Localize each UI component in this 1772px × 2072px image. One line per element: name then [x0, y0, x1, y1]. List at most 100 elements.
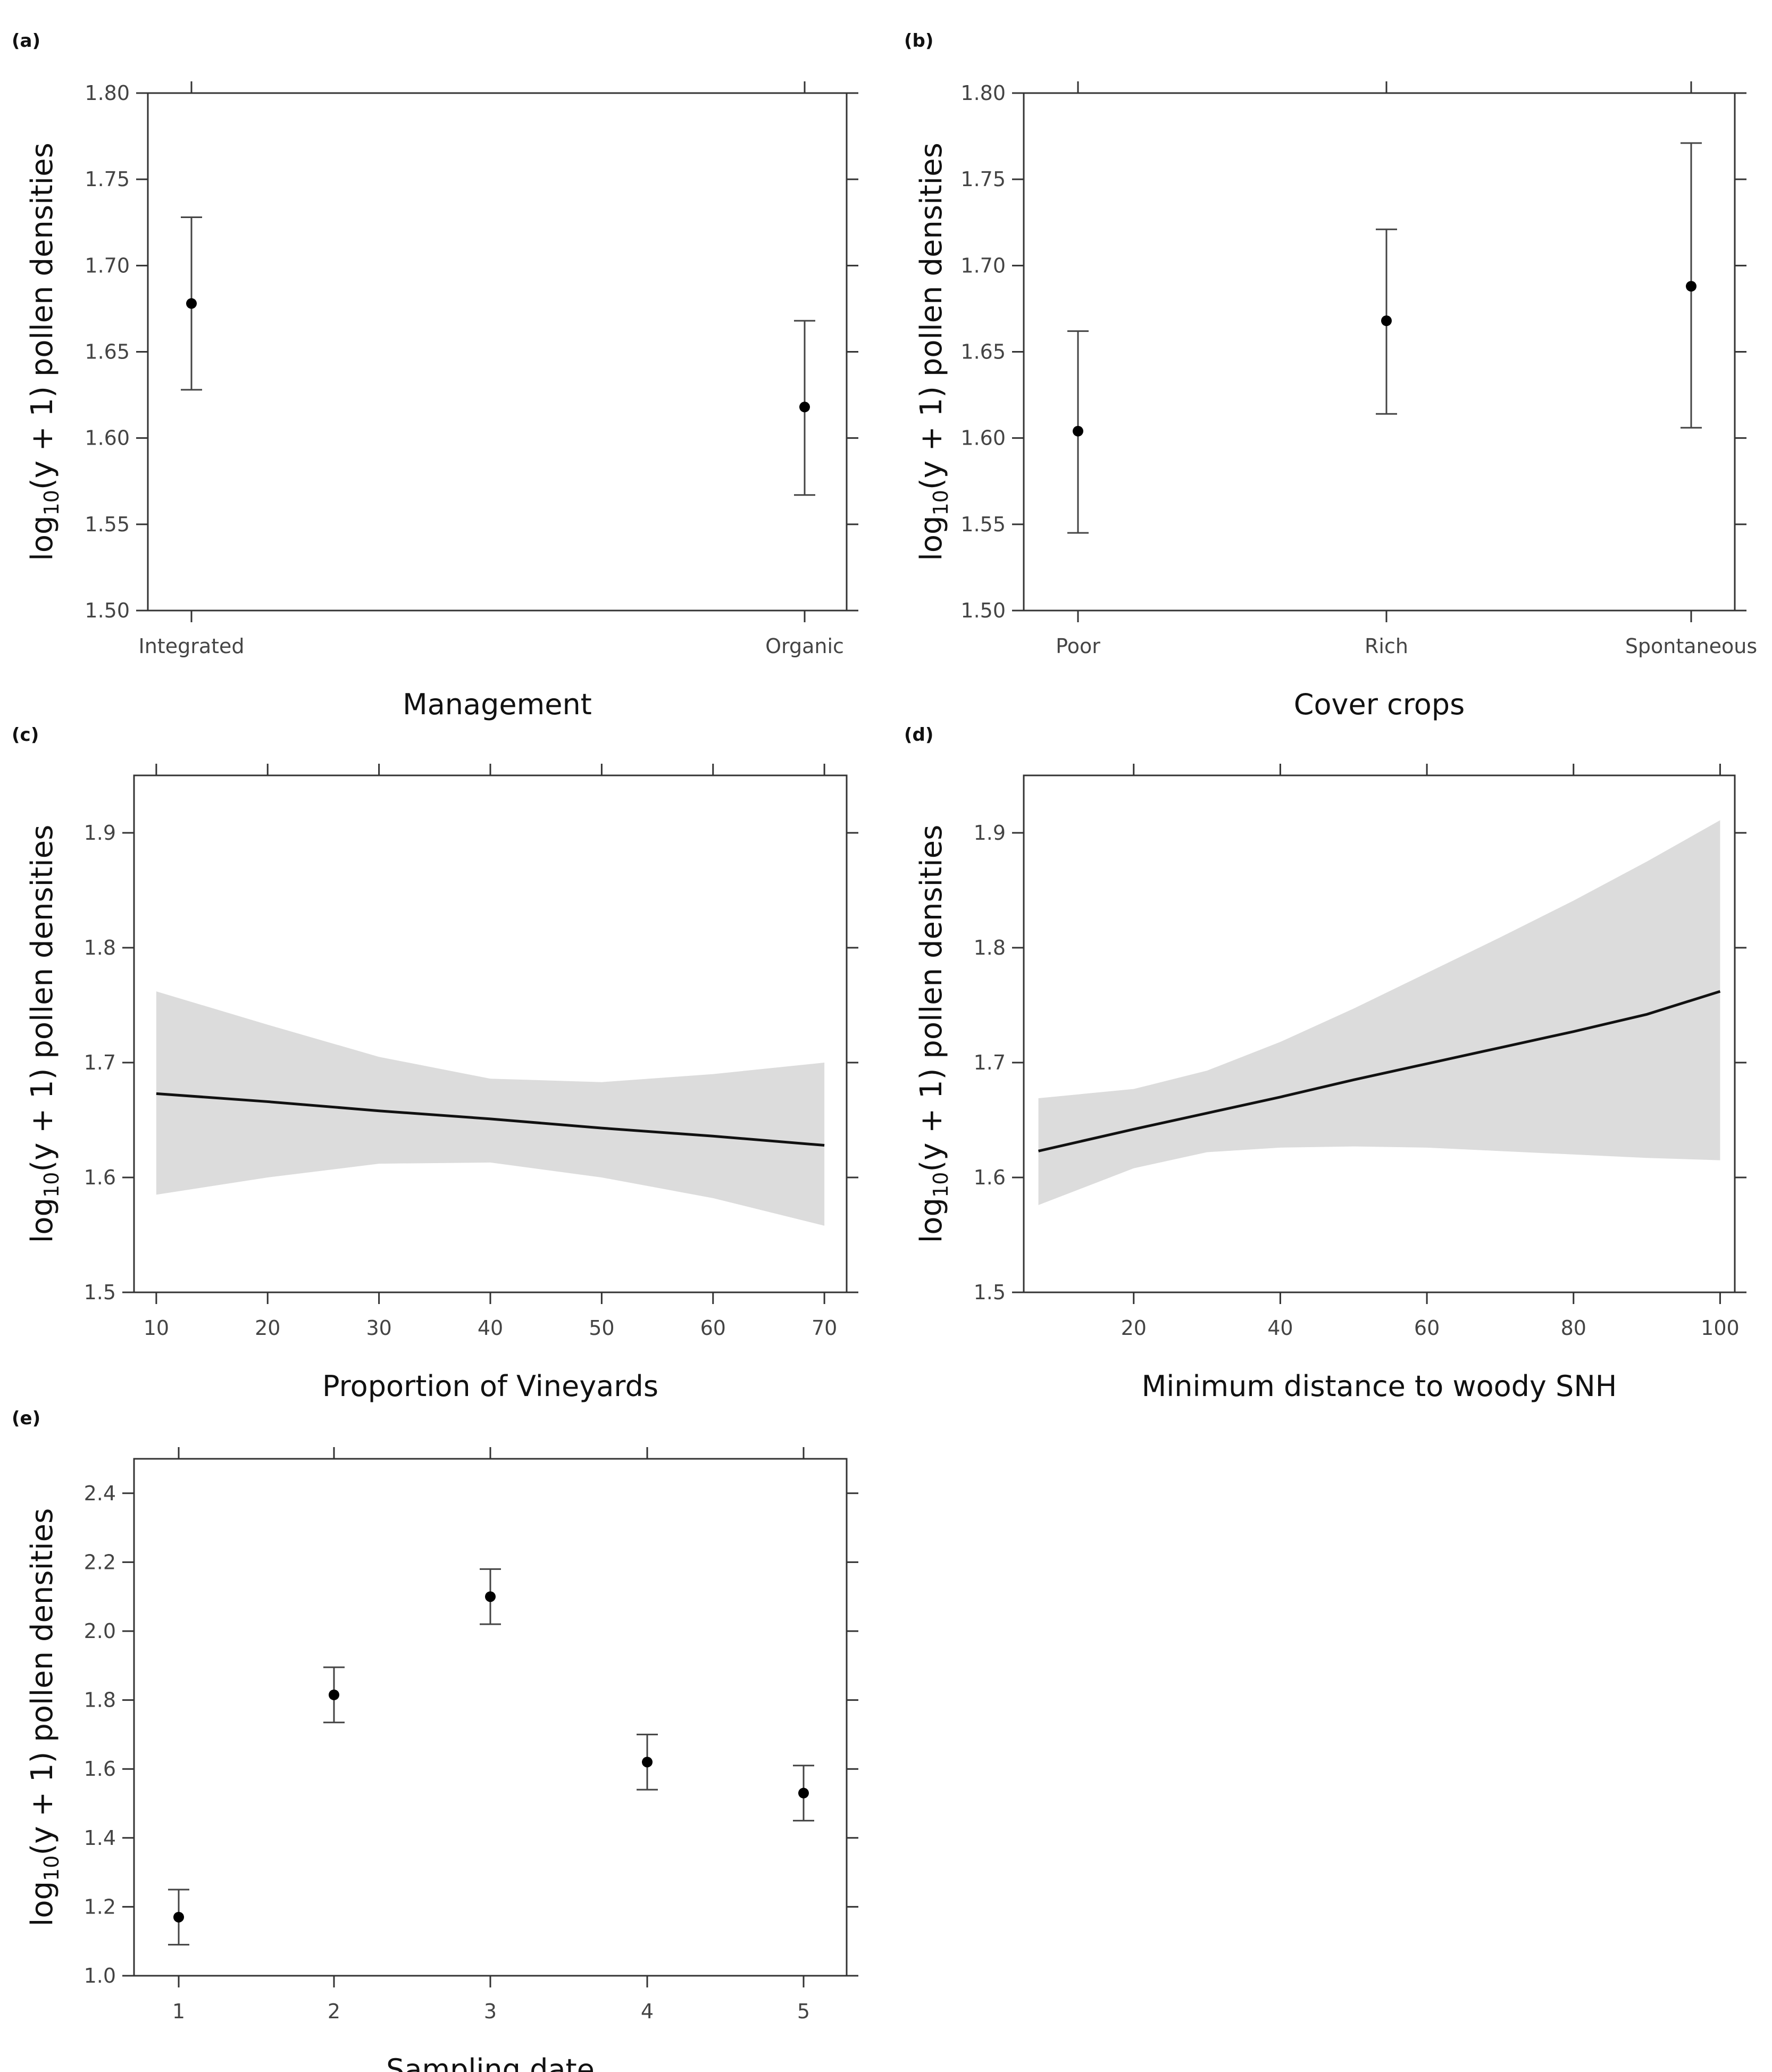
- data-point: [799, 402, 810, 413]
- x-tick-label: 20: [1121, 1316, 1147, 1340]
- y-axis-title: log10(y + 1) pollen densities: [914, 825, 952, 1243]
- y-tick-label: 1.6: [84, 1757, 116, 1781]
- y-axis-title-subscript: 10: [40, 1172, 63, 1198]
- data-point: [1381, 315, 1392, 327]
- y-tick-label: 1.55: [85, 513, 130, 536]
- x-tick-label: 50: [589, 1316, 614, 1340]
- data-point: [642, 1757, 653, 1768]
- panel-label: (d): [904, 724, 933, 746]
- y-tick-label: 1.60: [960, 427, 1006, 450]
- y-tick-label: 1.80: [85, 81, 130, 105]
- x-tick-label: 70: [812, 1316, 837, 1340]
- x-tick-label: 20: [255, 1316, 280, 1340]
- y-tick-label: 1.7: [974, 1051, 1006, 1074]
- y-tick-label: 1.8: [84, 936, 116, 959]
- y-tick-label: 1.70: [960, 254, 1006, 277]
- x-tick-label: Spontaneous: [1625, 634, 1757, 658]
- y-axis-title-text: (y + 1) pollen densities: [25, 1508, 60, 1856]
- plot-frame: [1023, 774, 1736, 1293]
- y-axis-title-subscript: 10: [40, 1856, 63, 1881]
- data-point: [1073, 425, 1083, 437]
- confidence-band: [156, 991, 825, 1226]
- x-axis-title: Cover crops: [1294, 688, 1465, 721]
- panel-b: (b) 1.50 1.55 1.60 1.65 1.70 1.75 1.80 Poor Rich S…: [904, 30, 1757, 721]
- panel-label: (b): [904, 30, 933, 52]
- data-point: [485, 1591, 496, 1602]
- panel-label: (a): [12, 30, 40, 52]
- x-axis-title: Sampling date: [386, 2053, 595, 2072]
- y-tick-label: 1.6: [84, 1166, 116, 1189]
- x-tick-label: 1: [172, 2000, 185, 2023]
- panel-a: (a) 1.50 1.55 1.60 1.65 1.70 1.75 1.80 Integrate…: [12, 30, 858, 721]
- panel-e: (e) 1.0 1.2 1.4 1.6 1.8 2.0 2.2 2.4 1 2 3 4 5 Sampling…: [12, 1408, 858, 2072]
- plot-frame: [1023, 92, 1736, 612]
- y-axis-title-text: (y + 1) pollen densities: [25, 825, 60, 1172]
- y-tick-label: 1.2: [84, 1895, 116, 1918]
- fit-line: [156, 1092, 825, 1147]
- y-axis-title-log: log: [25, 515, 60, 561]
- x-tick-label: 60: [1414, 1316, 1440, 1340]
- x-tick-label: 5: [797, 2000, 810, 2023]
- y-tick-label: 1.4: [84, 1826, 116, 1850]
- x-tick-label: 60: [700, 1316, 726, 1340]
- y-tick-label: 1.50: [960, 599, 1006, 622]
- x-tick-label: 10: [144, 1316, 169, 1340]
- y-tick-label: 1.60: [85, 427, 130, 450]
- plot-frame: [147, 92, 848, 612]
- y-tick-label: 1.80: [960, 81, 1006, 105]
- y-tick-label: 1.70: [85, 254, 130, 277]
- data-point: [186, 298, 197, 309]
- data-point: [1686, 281, 1696, 292]
- x-tick-label: 80: [1561, 1316, 1586, 1340]
- y-axis-title-text: (y + 1) pollen densities: [914, 143, 949, 490]
- y-axis-title-log: log: [914, 1198, 949, 1243]
- y-axis-title-text: (y + 1) pollen densities: [25, 143, 60, 490]
- y-tick-label: 1.8: [84, 1689, 116, 1712]
- panel-d: (d) 1.5 1.6 1.7 1.8 1.9 20 40 60 80 100 Minimum dis…: [904, 724, 1746, 1403]
- y-tick-label: 1.75: [960, 168, 1006, 191]
- x-axis-title: Minimum distance to woody SNH: [1142, 1369, 1617, 1403]
- panel-label: (e): [12, 1408, 40, 1429]
- x-tick-label: Poor: [1056, 634, 1100, 658]
- y-axis-title: log10(y + 1) pollen densities: [25, 825, 63, 1243]
- y-tick-label: 1.65: [960, 340, 1006, 364]
- y-tick-label: 2.0: [84, 1619, 116, 1643]
- x-tick-label: Organic: [765, 634, 844, 658]
- x-tick-label: 2: [328, 2000, 340, 2023]
- confidence-band: [1038, 820, 1720, 1205]
- x-axis-title: Management: [403, 688, 592, 721]
- y-tick-label: 2.2: [84, 1550, 116, 1574]
- y-axis-title-subscript: 10: [929, 490, 952, 515]
- y-axis-title-subscript: 10: [40, 490, 63, 515]
- panel-label: (c): [12, 724, 39, 746]
- y-tick-label: 1.75: [85, 168, 130, 191]
- y-tick-label: 1.55: [960, 513, 1006, 536]
- y-tick-label: 1.5: [84, 1281, 116, 1304]
- y-tick-label: 1.50: [85, 599, 130, 622]
- y-axis-title: log10(y + 1) pollen densities: [25, 1508, 63, 1927]
- y-tick-label: 1.65: [85, 340, 130, 364]
- y-axis-title-log: log: [25, 1881, 60, 1926]
- y-axis-title-subscript: 10: [929, 1172, 952, 1198]
- y-tick-label: 1.7: [84, 1051, 116, 1074]
- y-tick-label: 1.9: [84, 821, 116, 845]
- x-axis-title: Proportion of Vineyards: [322, 1369, 658, 1403]
- x-tick-label: 100: [1701, 1316, 1740, 1340]
- x-tick-label: 3: [484, 2000, 497, 2023]
- data-point: [329, 1689, 339, 1700]
- y-tick-label: 1.8: [974, 936, 1006, 959]
- y-tick-label: 1.6: [974, 1166, 1006, 1189]
- y-tick-label: 1.0: [84, 1964, 116, 1987]
- plot-frame: [133, 1458, 848, 1977]
- x-tick-label: Rich: [1365, 634, 1408, 658]
- data-point: [173, 1911, 184, 1923]
- fit-line: [1038, 990, 1721, 1152]
- data-point: [798, 1787, 809, 1799]
- y-tick-label: 1.5: [974, 1281, 1006, 1304]
- y-axis-title: log10(y + 1) pollen densities: [25, 143, 63, 561]
- x-tick-label: 30: [366, 1316, 391, 1340]
- y-axis-title-text: (y + 1) pollen densities: [914, 825, 949, 1172]
- x-tick-label: 4: [641, 2000, 654, 2023]
- y-axis-title-log: log: [914, 515, 949, 561]
